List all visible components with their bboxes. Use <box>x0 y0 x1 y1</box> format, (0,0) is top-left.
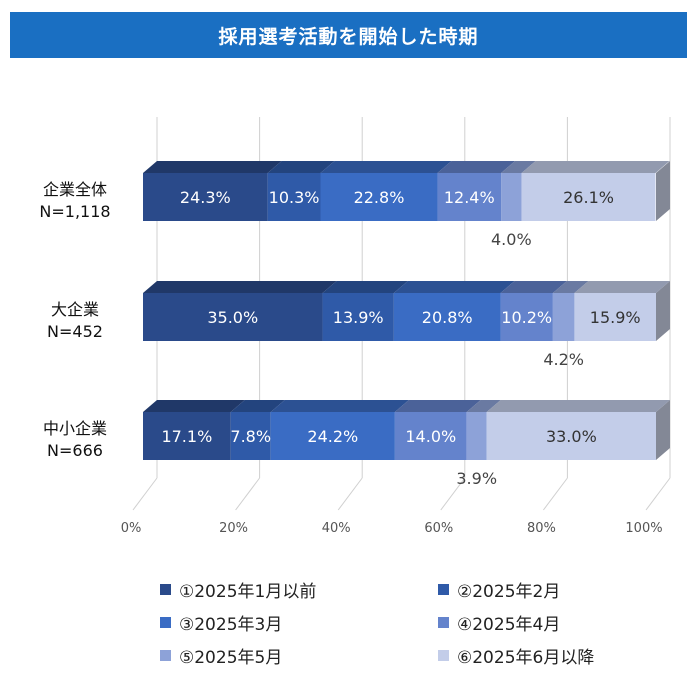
bar-segment-top <box>486 400 670 412</box>
gridline-floor <box>132 477 158 511</box>
bar-segment <box>500 293 553 341</box>
data-label: 33.0% <box>546 427 597 446</box>
bar-segment <box>267 173 321 221</box>
bar-segment <box>270 412 395 460</box>
x-tick-label: 80% <box>527 521 556 536</box>
bar-segment-top <box>521 161 670 173</box>
category-label: 中小企業 <box>43 419 107 438</box>
bar-segment <box>501 173 522 221</box>
bar-segment-top <box>143 400 245 412</box>
data-label: 14.0% <box>405 427 456 446</box>
bar-segment <box>322 293 394 341</box>
chart-title-banner: 採用選考活動を開始した時期 <box>10 12 687 58</box>
bar-side-face <box>656 281 670 341</box>
bar-segment <box>486 412 656 460</box>
bar-side-face <box>656 400 670 460</box>
bar-segment-top <box>437 161 516 173</box>
bar-segment <box>552 293 575 341</box>
legend-swatch <box>438 616 449 628</box>
legend-swatch <box>438 583 449 595</box>
x-tick-label: 60% <box>424 521 453 536</box>
bar-segment <box>143 412 231 460</box>
legend-label: ⑥2025年6月以降 <box>457 647 595 668</box>
bar-segment <box>466 412 487 460</box>
bar-segment <box>320 173 438 221</box>
data-label: 26.1% <box>563 188 614 207</box>
bar-segment-top <box>501 161 536 173</box>
bar-segment <box>143 293 323 341</box>
data-label: 35.0% <box>207 308 258 327</box>
gridline-floor <box>543 477 568 511</box>
bar-segment-top <box>143 161 282 173</box>
bar-segment-top <box>143 281 337 293</box>
category-n-label: N=1,118 <box>39 202 110 221</box>
data-label: 4.2% <box>543 350 584 369</box>
data-label: 20.8% <box>422 308 473 327</box>
data-label: 22.8% <box>354 188 405 207</box>
x-tick-label: 100% <box>625 521 662 536</box>
legend-swatch <box>160 616 171 628</box>
legend-item: ③2025年3月 <box>160 611 283 635</box>
x-tick-label: 40% <box>322 521 351 536</box>
legend-swatch <box>160 583 171 595</box>
legend-item: ⑤2025年5月 <box>160 644 283 668</box>
bar-segment <box>394 412 467 460</box>
legend-item: ⑥2025年6月以降 <box>438 644 595 668</box>
bar-segment-top <box>322 281 408 293</box>
bar-segment <box>521 173 656 221</box>
bar-segment-top <box>500 281 567 293</box>
bar-segment-top <box>270 400 409 412</box>
legend-item: ②2025年2月 <box>438 578 561 602</box>
data-label: 24.3% <box>180 188 231 207</box>
legend-swatch <box>438 649 449 661</box>
data-label: 10.2% <box>501 308 552 327</box>
legend-label: ⑤2025年5月 <box>179 647 283 668</box>
data-label: 15.9% <box>590 308 641 327</box>
legend-label: ④2025年4月 <box>457 614 561 635</box>
legend-item: ①2025年1月以前 <box>160 578 317 602</box>
bar-segment-top <box>394 400 481 412</box>
x-tick-label: 0% <box>121 521 142 536</box>
chart-title: 採用選考活動を開始した時期 <box>218 25 479 48</box>
data-label: 17.1% <box>161 427 212 446</box>
legend-label: ②2025年2月 <box>457 581 561 602</box>
bar-segment <box>393 293 501 341</box>
data-label: 10.3% <box>269 188 320 207</box>
bar-segment-top <box>267 161 335 173</box>
legend-label: ③2025年3月 <box>179 614 283 635</box>
data-label: 24.2% <box>307 427 358 446</box>
gridline-floor <box>440 477 466 511</box>
legend-label: ①2025年1月以前 <box>179 581 317 602</box>
category-n-label: N=452 <box>47 322 103 341</box>
gridline-floor <box>235 477 261 511</box>
x-tick-label: 20% <box>219 521 248 536</box>
category-n-label: N=666 <box>47 441 103 460</box>
gridline-floor <box>645 477 671 511</box>
data-label: 4.0% <box>491 230 532 249</box>
data-label: 3.9% <box>456 469 497 488</box>
category-label: 大企業 <box>51 300 99 319</box>
bar-segment-top <box>320 161 452 173</box>
bar-segment-top <box>393 281 515 293</box>
legend-swatch <box>160 649 171 661</box>
bar-segment <box>143 173 268 221</box>
bar-segment <box>230 412 271 460</box>
legend-item: ④2025年4月 <box>438 611 561 635</box>
category-label: 企業全体 <box>43 180 107 199</box>
bar-segment-top <box>466 400 501 412</box>
bar-segment <box>437 173 502 221</box>
stacked-bar-chart: 0% 20% 40% 60% 80% 100% 企業全体 N=1,118 大企業 N=452 中小企… <box>39 117 671 536</box>
data-label: 12.4% <box>444 188 495 207</box>
bar-segment <box>574 293 656 341</box>
bar-segment-top <box>552 281 589 293</box>
data-label: 13.9% <box>333 308 384 327</box>
data-label: 7.8% <box>230 427 271 446</box>
bar-segment-top <box>230 400 285 412</box>
bar-side-face <box>656 161 670 221</box>
bar-segment-top <box>574 281 670 293</box>
gridline-floor <box>337 477 363 511</box>
